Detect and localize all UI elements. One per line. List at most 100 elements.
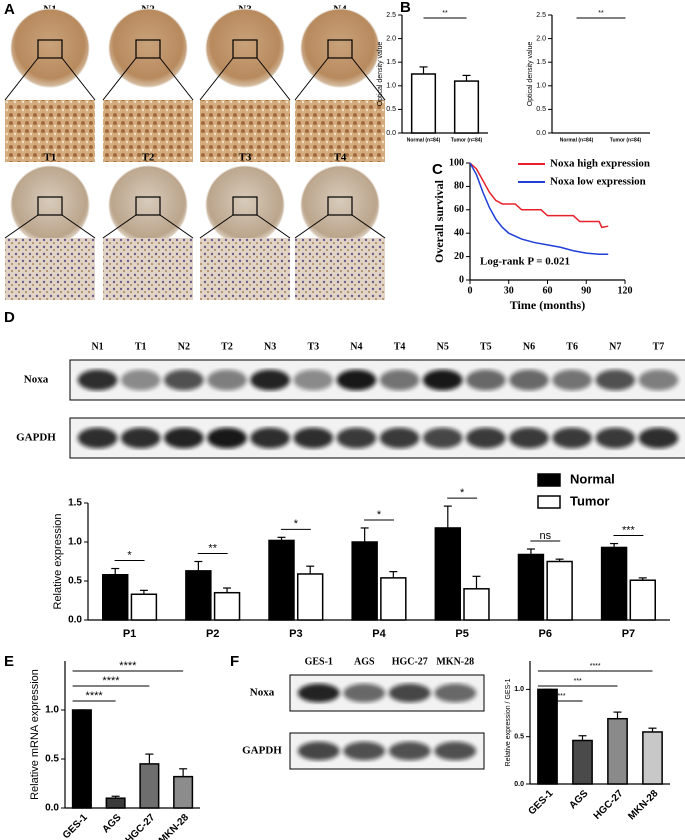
lane-label: N2 bbox=[178, 341, 190, 352]
tissue-core bbox=[205, 165, 285, 245]
legend-label: Noxa high expression bbox=[550, 158, 650, 170]
y-axis-label: Relative mRNA expression bbox=[29, 669, 41, 800]
y-tick-label: 80 bbox=[454, 181, 464, 192]
blot-label: GAPDH bbox=[16, 432, 56, 444]
legend-label: Normal bbox=[570, 471, 615, 486]
zoom-line bbox=[4, 57, 39, 101]
x-axis-label: Time (months) bbox=[510, 298, 585, 312]
blot-band bbox=[466, 369, 506, 391]
lane-label: T1 bbox=[135, 341, 147, 352]
lane-label: N4 bbox=[350, 341, 362, 352]
blot-band bbox=[379, 427, 420, 449]
blot-band bbox=[595, 369, 636, 391]
x-tick-label: MKN-28 bbox=[157, 812, 191, 840]
blot-band bbox=[120, 427, 161, 449]
tissue-core bbox=[108, 165, 188, 245]
y-tick-label: 60 bbox=[454, 204, 464, 215]
zoom-line bbox=[351, 57, 386, 101]
bar bbox=[296, 573, 324, 621]
bar bbox=[453, 80, 480, 134]
survival-curve bbox=[469, 162, 609, 229]
lane-label: N6 bbox=[523, 341, 535, 352]
y-tick-label: 0.0 bbox=[386, 130, 396, 137]
bar bbox=[380, 577, 407, 621]
zoom-line bbox=[102, 214, 137, 239]
y-tick-label: 0.5 bbox=[514, 734, 524, 741]
y-tick-label: 1.0 bbox=[514, 686, 524, 693]
x-tick-label: P3 bbox=[289, 628, 302, 640]
y-tick-label: 1.0 bbox=[68, 537, 82, 548]
significance-label: * bbox=[377, 509, 382, 521]
bar bbox=[71, 709, 92, 809]
bar bbox=[102, 574, 129, 621]
legend-swatch bbox=[537, 495, 561, 509]
lane-label: T5 bbox=[480, 341, 492, 352]
tissue-label: T1 bbox=[44, 152, 57, 164]
blot-band bbox=[388, 741, 431, 761]
bar bbox=[173, 775, 194, 809]
blot-band bbox=[77, 369, 118, 391]
y-axis-label: Optical density value bbox=[377, 42, 384, 107]
blot-band bbox=[297, 741, 340, 761]
bar bbox=[351, 541, 378, 621]
blot-band bbox=[509, 369, 549, 391]
panel-letter: F bbox=[230, 653, 239, 670]
significance-label: **** bbox=[555, 693, 566, 700]
zoom-box bbox=[37, 196, 63, 216]
x-tick-label: 60 bbox=[543, 285, 553, 296]
legend-label: Tumor bbox=[570, 493, 609, 508]
bar bbox=[130, 593, 158, 621]
lane-label: T2 bbox=[221, 341, 233, 352]
significance-label: *** bbox=[622, 524, 636, 536]
zoom-image bbox=[103, 100, 193, 162]
x-tick-label: Normal (n=84) bbox=[407, 137, 441, 143]
blot-band bbox=[336, 427, 377, 449]
zoom-image bbox=[5, 100, 95, 162]
significance-label: **** bbox=[590, 663, 601, 670]
lane-label: MKN-28 bbox=[436, 656, 474, 667]
significance-label: * bbox=[294, 518, 299, 530]
y-tick-label: 0.5 bbox=[68, 576, 82, 587]
significance-label: *** bbox=[574, 678, 582, 685]
legend-swatch bbox=[537, 473, 561, 487]
y-tick-label: 0.0 bbox=[536, 130, 546, 137]
tissue-core bbox=[205, 8, 285, 88]
annotation: Log-rank P = 0.021 bbox=[480, 256, 570, 268]
blot-frame bbox=[69, 417, 685, 459]
blot-band bbox=[466, 427, 506, 449]
tissue-core bbox=[108, 8, 188, 88]
y-tick-label: 1.0 bbox=[536, 83, 546, 90]
zoom-box bbox=[232, 39, 258, 59]
x-tick-label: AGS bbox=[101, 812, 124, 835]
significance-label: ** bbox=[208, 542, 217, 554]
zoom-box bbox=[37, 39, 63, 59]
tissue-label: T4 bbox=[334, 152, 347, 164]
blot-band bbox=[120, 369, 161, 391]
zoom-box bbox=[327, 39, 353, 59]
significance-label: * bbox=[460, 487, 465, 499]
x-tick-label: 120 bbox=[618, 285, 633, 296]
y-tick-label: 0.0 bbox=[514, 781, 524, 788]
blot-band bbox=[250, 427, 290, 449]
zoom-line bbox=[256, 57, 291, 101]
bar bbox=[537, 688, 558, 785]
significance-label: * bbox=[127, 549, 132, 561]
x-tick-label: P2 bbox=[206, 628, 219, 640]
blot-band bbox=[422, 369, 463, 391]
y-tick-label: 1.5 bbox=[386, 59, 396, 66]
zoom-line bbox=[351, 214, 386, 239]
blot-band bbox=[509, 427, 549, 449]
bar bbox=[572, 739, 593, 785]
y-axis-label: Overall survival bbox=[432, 179, 446, 263]
blot-band bbox=[207, 369, 247, 391]
bar bbox=[410, 73, 437, 134]
zoom-image bbox=[5, 238, 95, 300]
zoom-line bbox=[199, 214, 234, 239]
bar bbox=[600, 546, 628, 621]
tissue-label: T3 bbox=[239, 152, 252, 164]
lane-label: T3 bbox=[307, 341, 319, 352]
blot-band bbox=[297, 683, 340, 703]
panel-letter: A bbox=[4, 1, 15, 18]
significance-label: ns bbox=[539, 530, 551, 542]
